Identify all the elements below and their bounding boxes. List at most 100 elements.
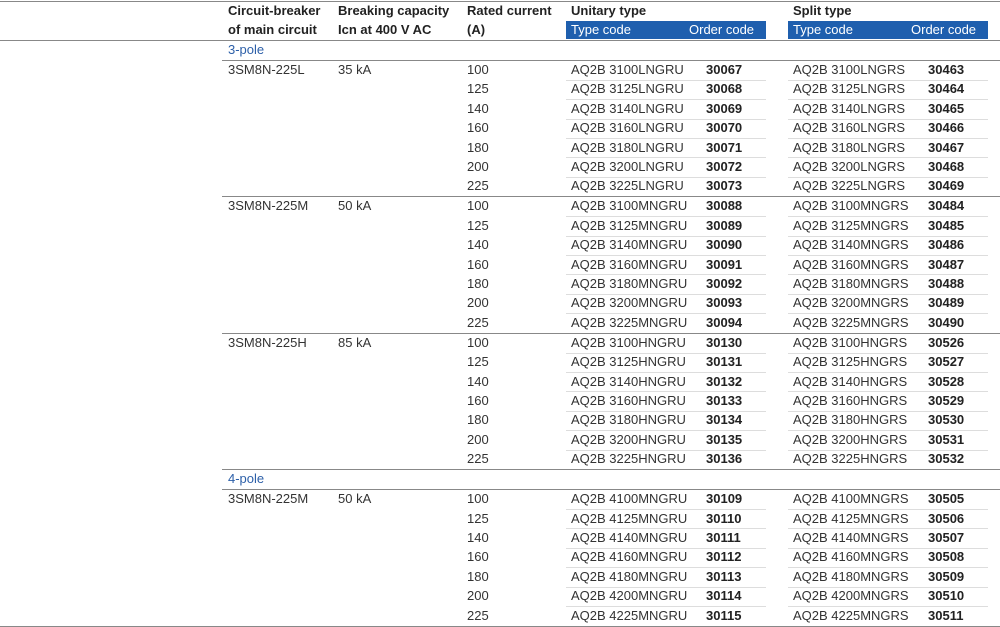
type-code: AQ2B 3160HNGRS xyxy=(793,393,908,408)
order-code: 30530 xyxy=(928,412,965,428)
type-code: AQ2B 3225HNGRS xyxy=(793,451,908,467)
type-code: AQ2B 3100MNGRU xyxy=(571,198,688,214)
rated-current: 100 xyxy=(467,491,489,507)
rated-current: 180 xyxy=(467,276,489,291)
rated-current: 180 xyxy=(467,139,489,155)
type-code: AQ2B 3125MNGRS xyxy=(793,217,909,233)
rule xyxy=(222,60,1000,61)
order-code: 30093 xyxy=(706,295,743,311)
row-rule xyxy=(566,528,766,530)
type-code: AQ2B 3125HNGRS xyxy=(793,354,908,370)
row-rule xyxy=(788,313,988,315)
rated-current: 140 xyxy=(467,237,489,253)
row-rule xyxy=(788,235,988,237)
order-code: 30070 xyxy=(706,120,743,136)
order-code: 30088 xyxy=(706,198,743,214)
order-code: 30133 xyxy=(706,393,743,408)
rated-current: 225 xyxy=(467,607,489,623)
row-rule xyxy=(788,410,988,412)
type-code: AQ2B 4200MNGRU xyxy=(571,588,688,604)
order-code: 30072 xyxy=(706,159,743,174)
type-code: AQ2B 3160MNGRS xyxy=(793,256,909,272)
order-code: 30115 xyxy=(706,607,742,623)
order-code: 30130 xyxy=(706,334,743,350)
row-rule xyxy=(566,293,766,295)
rule xyxy=(222,196,1000,198)
type-code: AQ2B 3200HNGRS xyxy=(793,431,908,447)
type-code: AQ2B 3180MNGRU xyxy=(571,276,688,291)
column-header: (A) xyxy=(467,22,486,37)
column-header: Rated current xyxy=(467,3,552,18)
type-code: AQ2B 3225MNGRU xyxy=(571,314,688,330)
order-code: 30508 xyxy=(928,549,965,565)
type-code: AQ2B 3160MNGRU xyxy=(571,256,688,272)
order-code: 30069 xyxy=(706,100,743,116)
type-code: AQ2B 3100LNGRU xyxy=(571,62,684,77)
rule xyxy=(0,1,1000,2)
rated-current: 140 xyxy=(467,530,489,545)
row-rule xyxy=(788,391,988,393)
header-bar xyxy=(566,21,766,39)
row-rule xyxy=(788,274,988,276)
order-code: 30532 xyxy=(928,451,965,467)
rated-current: 125 xyxy=(467,81,489,97)
row-rule xyxy=(566,352,766,354)
type-code: AQ2B 4180MNGRU xyxy=(571,568,688,584)
row-rule xyxy=(566,176,766,178)
rated-current: 140 xyxy=(467,373,489,389)
order-code: 30505 xyxy=(928,491,965,507)
column-header: Order code xyxy=(689,22,755,37)
rated-current: 200 xyxy=(467,431,489,447)
row-rule xyxy=(788,99,988,101)
column-header: Type code xyxy=(793,22,853,37)
order-code: 30094 xyxy=(706,314,743,330)
type-code: AQ2B 3200HNGRU xyxy=(571,431,686,447)
order-code: 30071 xyxy=(706,139,743,155)
type-code: AQ2B 3140MNGRU xyxy=(571,237,688,253)
breaker: 3SM8N-225L xyxy=(228,62,305,77)
order-code: 30464 xyxy=(928,81,965,97)
rated-current: 125 xyxy=(467,217,489,233)
order-code: 30466 xyxy=(928,120,965,136)
type-code: AQ2B 3180LNGRS xyxy=(793,139,906,155)
type-code: AQ2B 3180MNGRS xyxy=(793,276,909,291)
row-rule xyxy=(788,176,988,178)
type-code: AQ2B 3100LNGRS xyxy=(793,62,906,77)
type-code: AQ2B 3225LNGRU xyxy=(571,178,684,194)
order-code: 30528 xyxy=(928,373,965,389)
order-code: 30490 xyxy=(928,314,965,330)
row-rule xyxy=(788,352,988,354)
type-code: AQ2B 3225MNGRS xyxy=(793,314,909,330)
order-code: 30529 xyxy=(928,393,965,408)
rule xyxy=(222,489,1000,491)
order-code: 30463 xyxy=(928,62,965,77)
type-code: AQ2B 3225HNGRU xyxy=(571,451,686,467)
order-code: 30132 xyxy=(706,373,743,389)
order-code: 30465 xyxy=(928,100,965,116)
breaker: 3SM8N-225M xyxy=(228,198,309,214)
type-code: AQ2B 4125MNGRU xyxy=(571,510,688,526)
row-rule xyxy=(566,547,766,549)
order-code: 30136 xyxy=(706,451,743,467)
rated-current: 180 xyxy=(467,568,489,584)
rule xyxy=(0,625,1000,627)
row-rule xyxy=(788,137,988,139)
rated-current: 180 xyxy=(467,412,489,428)
order-code: 30506 xyxy=(928,510,965,526)
order-code: 30487 xyxy=(928,256,965,272)
type-code: AQ2B 4100MNGRS xyxy=(793,491,909,507)
type-code: AQ2B 4200MNGRS xyxy=(793,588,909,604)
order-code: 30090 xyxy=(706,237,743,253)
row-rule xyxy=(788,547,988,549)
order-code: 30068 xyxy=(706,81,743,97)
type-code: AQ2B 3100MNGRS xyxy=(793,198,909,214)
type-code: AQ2B 4225MNGRU xyxy=(571,607,688,623)
row-rule xyxy=(566,157,766,159)
rated-current: 125 xyxy=(467,510,489,526)
row-rule xyxy=(788,586,988,588)
row-rule xyxy=(788,79,988,81)
row-rule xyxy=(566,371,766,373)
order-code: 30469 xyxy=(928,178,965,194)
order-code: 30484 xyxy=(928,198,965,214)
row-rule xyxy=(566,449,766,451)
